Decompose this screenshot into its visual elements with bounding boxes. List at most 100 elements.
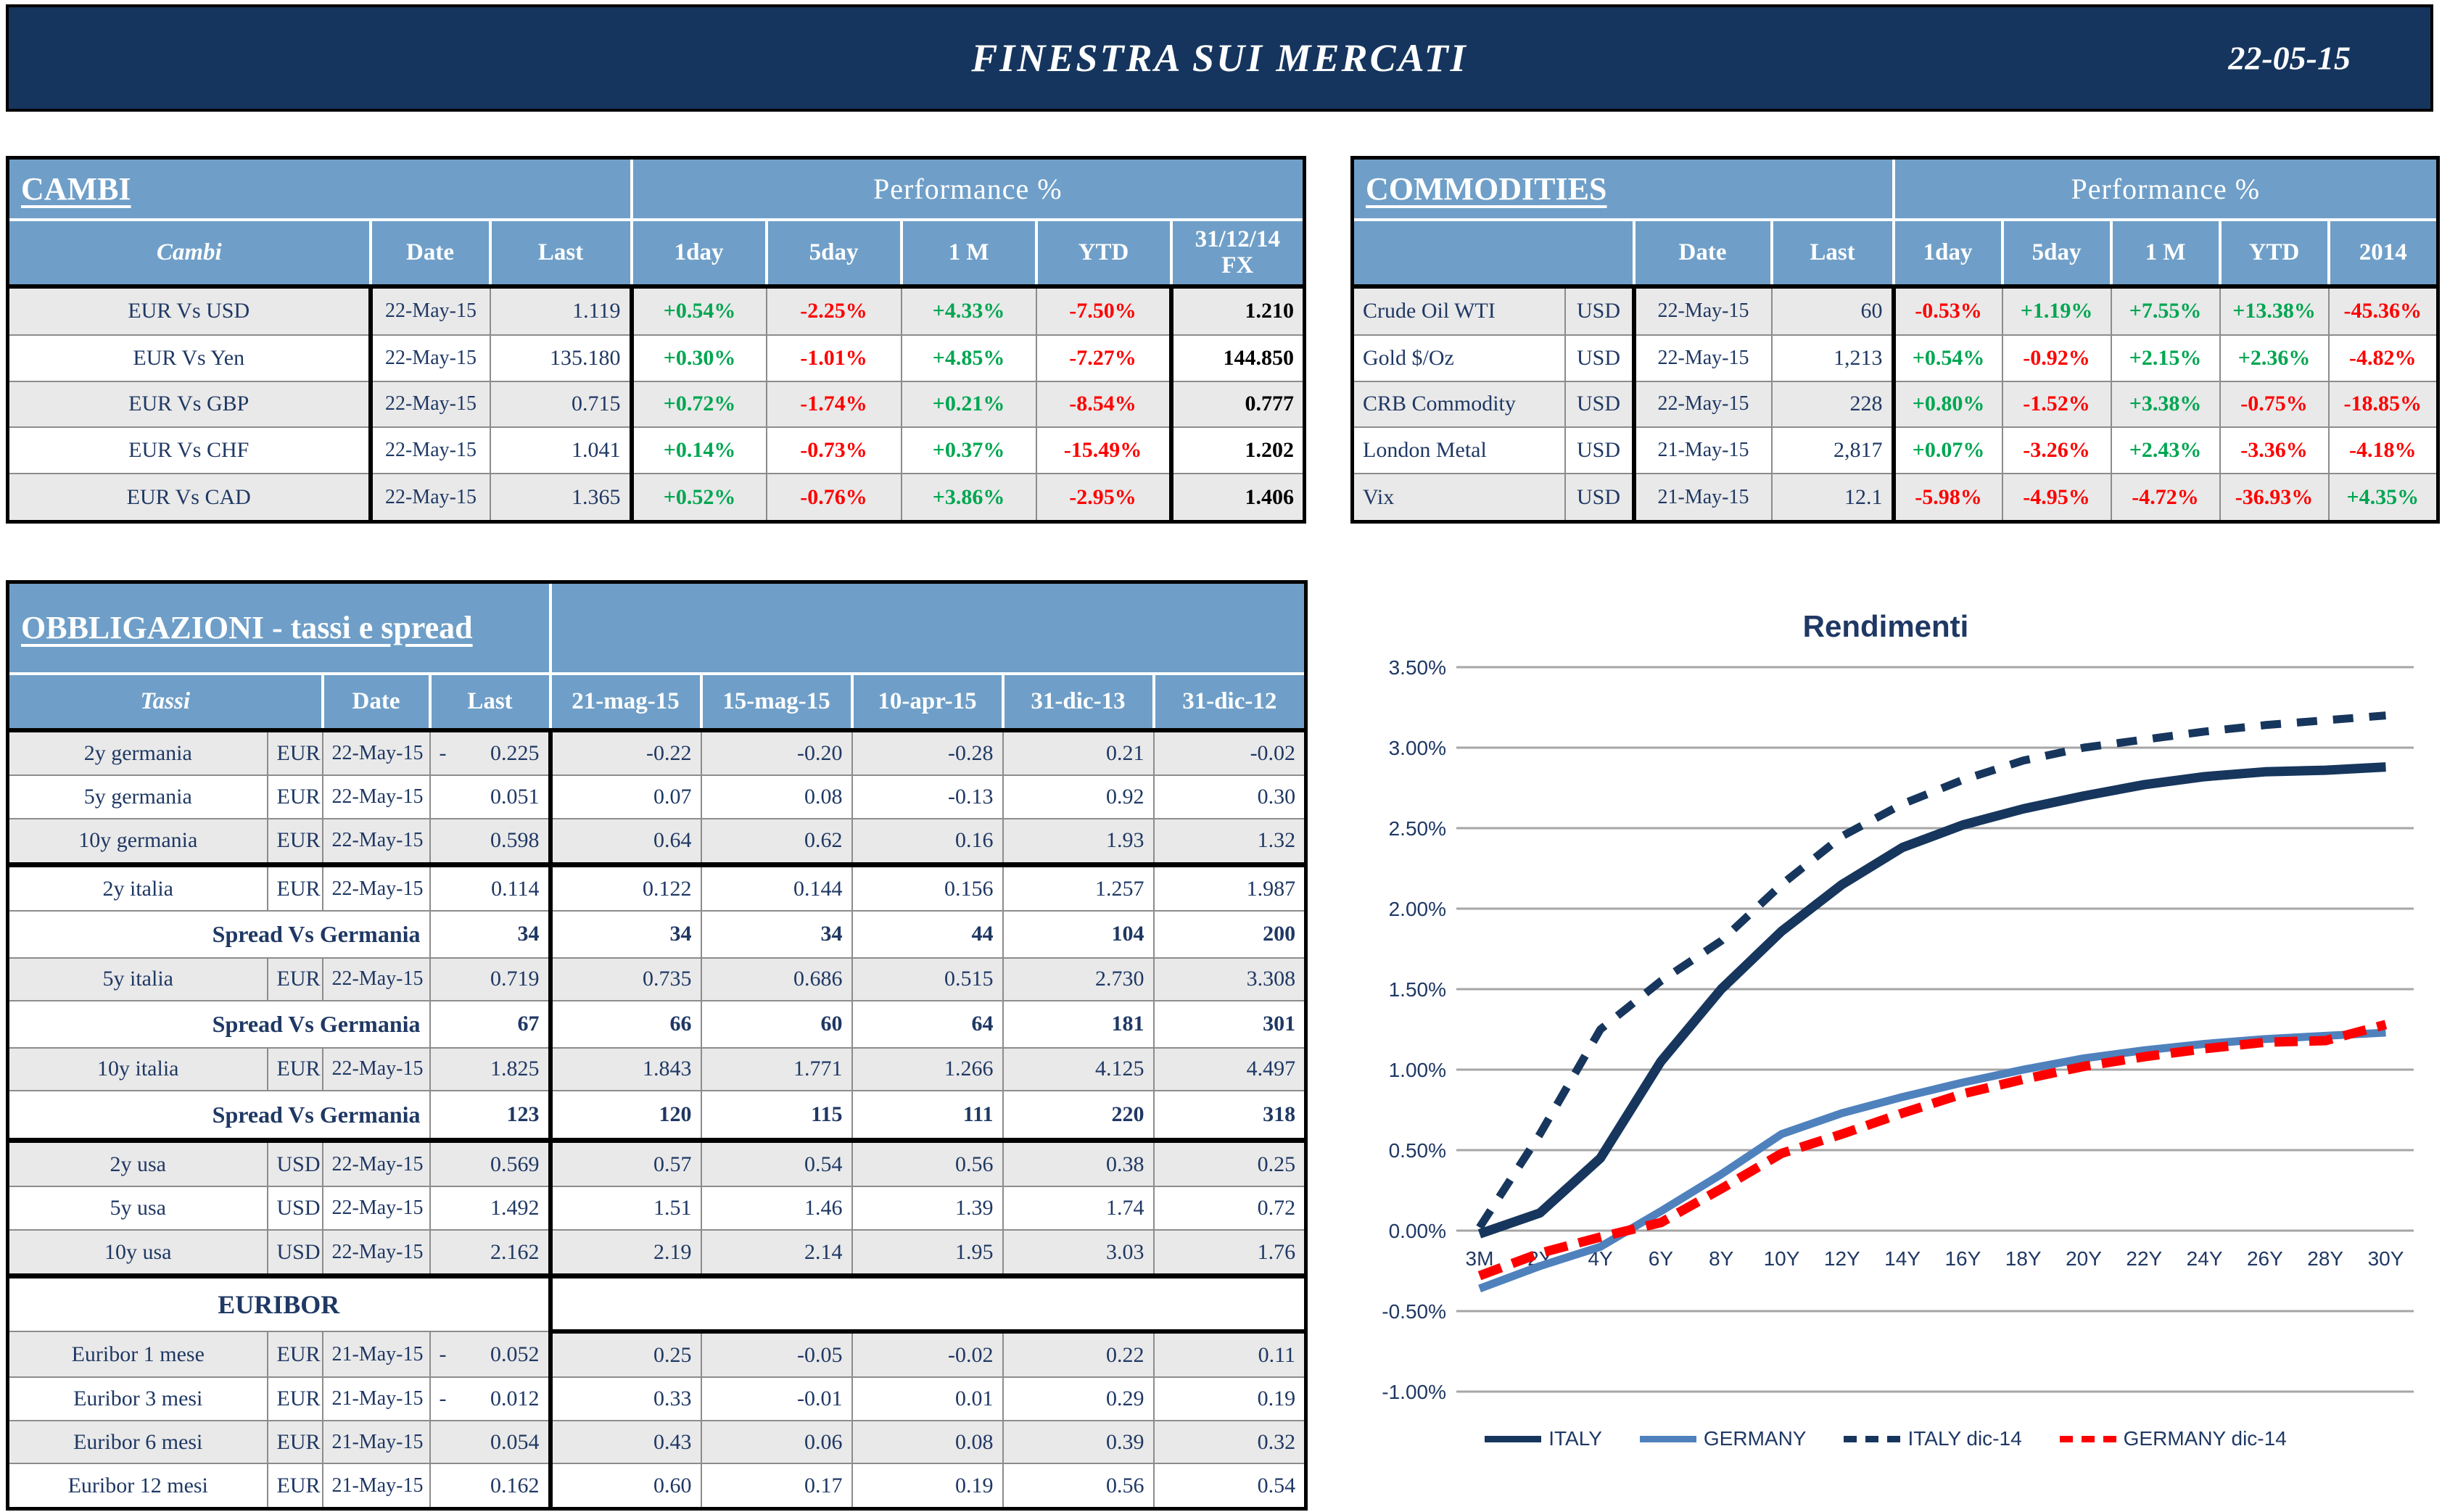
column-header: Date [1632, 218, 1773, 289]
value-cell: 4.125 [1002, 1046, 1155, 1092]
perf-cell: -1.52% [2001, 380, 2112, 429]
y-tick-label: 3.00% [1389, 737, 1446, 759]
x-tick-label: 26Y [2247, 1247, 2283, 1270]
rate-name: 2y germania [7, 729, 268, 777]
column-header: 1 M [899, 218, 1038, 289]
legend-label: ITALY dic-14 [1907, 1427, 2022, 1450]
value-cell: 0.30 [1152, 774, 1307, 819]
pair-name: EUR Vs Yen [7, 334, 373, 382]
x-tick-label: 28Y [2307, 1247, 2343, 1270]
x-tick-label: 14Y [1884, 1247, 1921, 1270]
value-cell: -0.02 [1152, 729, 1307, 777]
y-tick-label: 3.50% [1389, 656, 1446, 679]
value-cell: 0.43 [548, 1419, 702, 1465]
commodity-name: CRB Commodity [1351, 380, 1566, 429]
perf-cell: -15.49% [1035, 426, 1172, 475]
column-header: 31-dic-13 [1001, 1274, 1155, 1334]
currency-cell: USD [1564, 285, 1636, 336]
date-cell: 22-May-15 [369, 380, 491, 429]
perf-cell: -1.74% [765, 380, 902, 429]
band-row: COMMODITIES Performance % [1350, 156, 2440, 221]
table-row: 5y italia EUR 22-May-15 0.719 0.735 0.686 0.51… [7, 957, 1307, 1002]
column-header: 31-dic-13 [1001, 672, 1155, 732]
cambi-table: CAMBI Performance % Cambi Date Last 1day 5day 1… [6, 156, 1307, 524]
column-header: 5day [764, 218, 903, 289]
perf-cell: +0.30% [629, 334, 767, 382]
value-cell: -0.05 [700, 1331, 853, 1379]
perf-cell: -1.01% [765, 334, 902, 382]
value-cell: 0.56 [851, 1139, 1004, 1188]
y-tick-label: 1.50% [1389, 978, 1446, 1001]
date-cell: 22-May-15 [1633, 380, 1773, 429]
header-date: 22-05-15 [2228, 39, 2351, 77]
perf-cell: +0.07% [1891, 426, 2003, 475]
yield-curve-chart: 3.50% 3.00% 2.50% 2.00% 1.50% 1.00% 0.50% 0.00%… [1382, 656, 2414, 1403]
chart-title: Rendimenti [1802, 609, 1969, 643]
commodities-section-cell: COMMODITIES [1350, 156, 1895, 221]
last-cell: 228 [1770, 380, 1894, 429]
value-cell: 1.843 [548, 1046, 702, 1092]
value-cell: -0.20 [700, 729, 853, 777]
value-cell: 0.17 [700, 1463, 853, 1510]
value-cell: 3.03 [1002, 1228, 1155, 1279]
date-cell: 22-May-15 [321, 1186, 431, 1231]
perf-cell: +3.86% [900, 473, 1037, 523]
y-tick-label: 2.00% [1389, 898, 1446, 920]
page-title: FINESTRA SUI MERCATI [971, 36, 1468, 80]
spread-value-cell: 34 [700, 910, 853, 959]
last-cell: 0.715 [489, 380, 632, 429]
value-cell: 1.987 [1152, 864, 1307, 912]
last-cell: 12.1 [1770, 473, 1894, 523]
value-cell: 1.771 [700, 1046, 853, 1092]
spread-value-cell: 301 [1152, 1000, 1307, 1049]
perf-cell: -2.25% [765, 285, 902, 336]
perf-cell: +0.54% [1891, 334, 2003, 382]
table-row: 5y germania EUR 22-May-15 0.051 0.07 0.08 -0.1… [7, 774, 1307, 819]
value-cell: -0.01 [700, 1376, 853, 1421]
value-cell: 2.14 [700, 1228, 853, 1279]
y-tick-label: 1.00% [1389, 1059, 1446, 1081]
euribor-label: EURIBOR [7, 1275, 551, 1333]
last-cell: 0.051 [429, 774, 551, 819]
fx-ref-cell: 0.777 [1168, 380, 1305, 429]
value-cell: 0.54 [1152, 1463, 1307, 1510]
value-cell: 3.308 [1152, 957, 1307, 1002]
last-cell: 0.598 [429, 817, 551, 867]
perf-cell: +2.15% [2110, 334, 2221, 382]
perf-cell: -0.92% [2001, 334, 2112, 382]
column-header: Last [428, 672, 552, 732]
euribor-header-row: EURIBOR 21-mag-15 15-mag-15 10-apr-15 31-dic… [7, 1274, 1308, 1334]
perf-cell: +13.38% [2219, 285, 2330, 336]
perf-cell: +0.80% [1891, 380, 2003, 429]
header-row: Tassi Date Last 21-mag-15 15-mag-15 10-apr-15… [6, 672, 1308, 732]
perf-cell: -2.95% [1035, 473, 1172, 523]
column-header: YTD [1034, 218, 1173, 289]
currency-cell: EUR [266, 1046, 323, 1092]
last-cell: 1.041 [489, 426, 632, 475]
date-cell: 22-May-15 [369, 473, 491, 523]
last-cell: 2.162 [429, 1228, 551, 1279]
band-blank-cell [548, 580, 1308, 675]
rate-name: Euribor 1 mese [7, 1331, 268, 1379]
column-header: 5day [2000, 218, 2113, 289]
date-cell: 21-May-15 [321, 1376, 431, 1421]
header-bar: FINESTRA SUI MERCATI 22-05-15 [6, 4, 2433, 112]
date-cell: 22-May-15 [321, 1228, 431, 1279]
legend-swatch-solid [1639, 1435, 1696, 1442]
date-cell: 22-May-15 [321, 1046, 431, 1092]
chart-legend: ITALY GERMANY ITALY dic-14 GERMANY dic-14 [1342, 1427, 2430, 1450]
table-row: Spread Vs Germania 67 66 60 64 181 301 [7, 1000, 1307, 1049]
spread-value-cell: 200 [1152, 910, 1307, 959]
value-cell: 2.19 [548, 1228, 702, 1279]
date-cell: 21-May-15 [321, 1331, 431, 1379]
value-cell: 0.156 [851, 864, 1004, 912]
perf-cell: -36.93% [2219, 473, 2330, 523]
date-cell: 22-May-15 [321, 957, 431, 1002]
column-header: 10-apr-15 [850, 1274, 1005, 1334]
currency-cell: USD [1564, 334, 1636, 382]
perf-cell: -7.27% [1035, 334, 1172, 382]
value-cell: 1.46 [700, 1186, 853, 1231]
rate-name: 10y usa [7, 1228, 268, 1279]
fx-ref-cell: 1.210 [1168, 285, 1305, 336]
x-tick-label: 10Y [1764, 1247, 1800, 1270]
